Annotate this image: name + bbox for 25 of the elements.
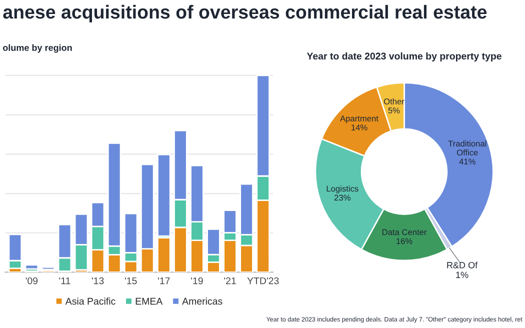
data-label: 41%	[459, 158, 476, 164]
slice-label: Data Center	[382, 229, 427, 236]
slice-label: Apartment	[340, 116, 378, 124]
data-label: 5%	[388, 108, 400, 114]
slice-label: R&D Of	[447, 262, 478, 268]
slice-label: Traditional Office	[448, 140, 486, 156]
x-tick-label: '13	[92, 277, 104, 284]
data-label: 14%	[352, 124, 368, 130]
legend-label: Americas	[182, 298, 222, 305]
data-label: 23%	[334, 194, 350, 201]
x-tick-label: '19	[191, 277, 203, 284]
data-label: 16%	[396, 238, 412, 244]
x-tick-label: YTD'23	[247, 277, 279, 284]
x-tick-label: '17	[158, 277, 170, 284]
x-tick-label: '21	[224, 277, 236, 284]
legend-label: EMEA	[136, 298, 163, 305]
chart-title: Year to date 2023 volume by property type	[306, 52, 502, 62]
data-label: 1%	[456, 272, 468, 278]
legend-label: Asia Pacific	[65, 298, 116, 305]
x-tick-label: '09	[26, 277, 38, 284]
chart-subtitle: olume by region	[2, 44, 72, 53]
x-tick-label: '11	[59, 277, 70, 284]
chart-title: anese acquisitions of overseas commercial real estate	[3, 4, 487, 22]
x-tick-label: '15	[125, 277, 137, 284]
slice-label: Logistics	[326, 186, 358, 194]
